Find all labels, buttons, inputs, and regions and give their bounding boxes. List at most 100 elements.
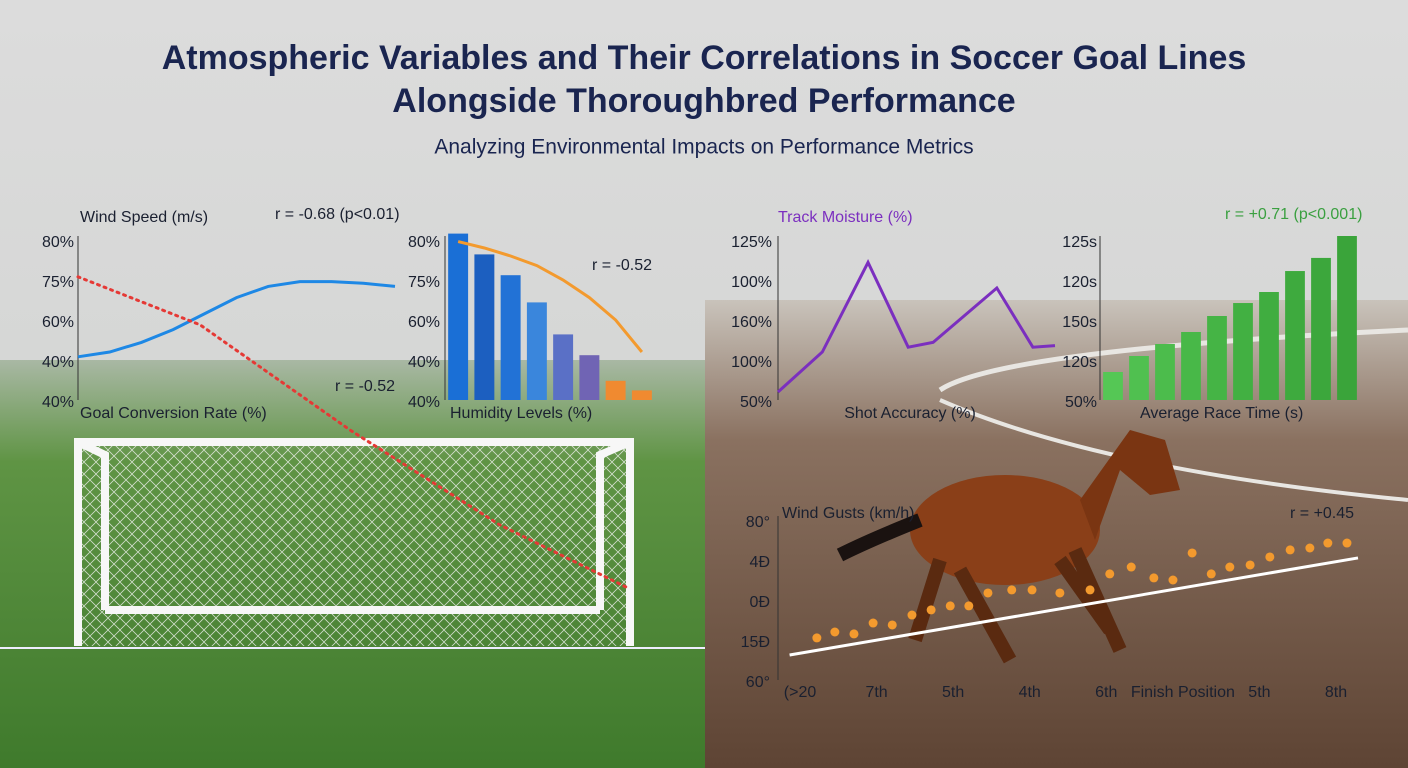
bar (1155, 344, 1175, 400)
y-tick-label: 60% (42, 314, 74, 331)
bar (553, 334, 574, 400)
point (1305, 543, 1315, 553)
point (1126, 562, 1136, 572)
y-tick-label: 75% (42, 274, 74, 291)
point (1149, 573, 1159, 583)
horse (836, 430, 1180, 664)
chart-title: Wind Gusts (km/h) (782, 505, 914, 522)
bar (579, 355, 600, 400)
y-tick-label: 40% (42, 394, 74, 411)
point (1265, 552, 1275, 562)
bar (1311, 257, 1331, 400)
point (926, 605, 936, 615)
bar (1259, 292, 1279, 400)
goal-frame (74, 438, 634, 646)
point (812, 633, 822, 643)
y-tick-label: 0Ð (750, 594, 770, 611)
line-series (76, 275, 628, 589)
bar (631, 390, 652, 400)
point (983, 588, 993, 598)
y-tick-label: 40% (408, 394, 440, 411)
y-tick-label: 40% (408, 354, 440, 371)
x-axis-label: Shot Accuracy (%) (844, 405, 976, 422)
y-tick-label: 100% (731, 354, 772, 371)
point (868, 618, 878, 628)
y-tick-label: 80% (42, 234, 74, 251)
point (1342, 538, 1352, 548)
y-tick-label: 60% (408, 314, 440, 331)
y-tick-label: 125s (1062, 234, 1097, 251)
bar (1285, 271, 1305, 400)
y-tick-label: 120s (1062, 274, 1097, 291)
point (1007, 585, 1017, 595)
point (964, 601, 974, 611)
title: Atmospheric Variables and Their Correlat… (162, 39, 1247, 77)
bar (1103, 372, 1123, 400)
x-axis-label: Humidity Levels (%) (450, 405, 592, 422)
x-tick-label: (>20 (784, 684, 817, 701)
title: Alongside Thoroughbred Performance (392, 82, 1015, 120)
point (1206, 569, 1216, 579)
point (1055, 588, 1065, 598)
bar (526, 302, 547, 400)
y-tick-label: 60° (746, 674, 770, 691)
goal-net (78, 442, 630, 646)
point (1225, 562, 1235, 572)
y-tick-label: 150s (1062, 314, 1097, 331)
annotation: r = +0.71 (p<0.001) (1225, 206, 1362, 223)
point (1085, 585, 1095, 595)
bar (500, 275, 521, 400)
point (1168, 575, 1178, 585)
point (907, 610, 917, 620)
bar (1129, 356, 1149, 400)
y-tick-label: 100% (731, 274, 772, 291)
point (945, 601, 955, 611)
chart-title: Track Moisture (%) (778, 209, 913, 226)
y-tick-label: 80% (408, 234, 440, 251)
y-tick-label: 80° (746, 514, 770, 531)
point (830, 627, 840, 637)
x-tick-label: 5th (1248, 684, 1270, 701)
y-tick-label: 4Ð (750, 554, 770, 571)
x-tick-label: 6th (1095, 684, 1117, 701)
bar (1233, 303, 1253, 400)
point (1245, 560, 1255, 570)
x-axis-label: Average Race Time (s) (1140, 405, 1303, 422)
point (887, 620, 897, 630)
bar (605, 380, 626, 400)
annotation: r = -0.68 (p<0.01) (275, 206, 400, 223)
point (849, 629, 859, 639)
bar (474, 254, 495, 400)
x-axis-label: Goal Conversion Rate (%) (80, 405, 267, 422)
line-series (77, 280, 396, 359)
y-tick-label: 125% (731, 234, 772, 251)
x-tick-label: Finish Position (1131, 684, 1235, 701)
y-tick-label: 120s (1062, 354, 1097, 371)
annotation: r = +0.45 (1290, 505, 1354, 522)
bar (1207, 316, 1227, 400)
point (1285, 545, 1295, 555)
annotation: r = -0.52 (592, 257, 652, 274)
y-tick-label: 160% (731, 314, 772, 331)
bar (1337, 236, 1357, 400)
y-tick-label: 40% (42, 354, 74, 371)
point (1105, 569, 1115, 579)
point (1027, 585, 1037, 595)
point (1323, 538, 1333, 548)
trend-line (789, 556, 1359, 657)
bar (448, 233, 469, 400)
chart-title: Wind Speed (m/s) (80, 209, 208, 226)
y-tick-label: 50% (740, 394, 772, 411)
bar (1181, 332, 1201, 400)
x-tick-label: 7th (865, 684, 887, 701)
point (1187, 548, 1197, 558)
subtitle: Analyzing Environmental Impacts on Perfo… (434, 136, 973, 159)
y-tick-label: 75% (408, 274, 440, 291)
y-tick-label: 50% (1065, 394, 1097, 411)
x-tick-label: 8th (1325, 684, 1347, 701)
x-tick-label: 5th (942, 684, 964, 701)
y-tick-label: 15Ð (741, 634, 770, 651)
line-series (776, 259, 1056, 394)
